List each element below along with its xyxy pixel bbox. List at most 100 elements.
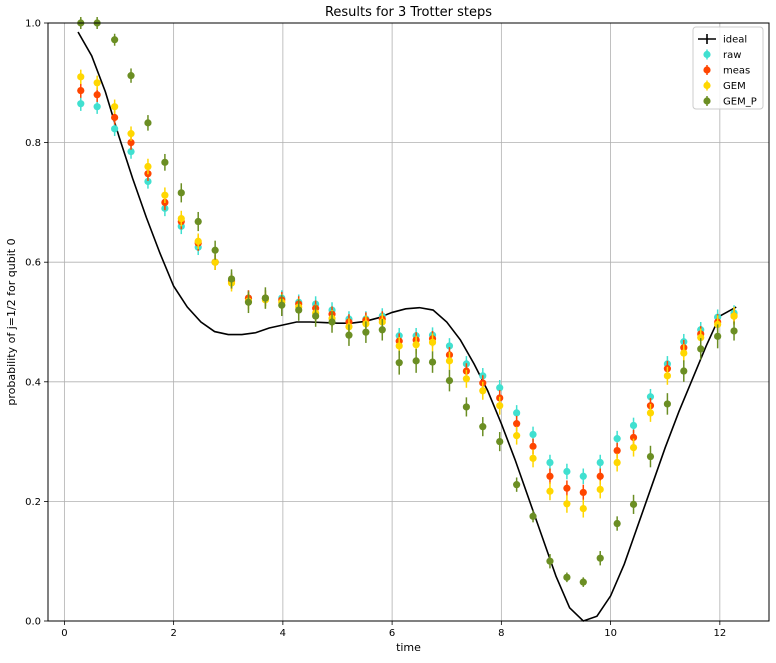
- data-point: [362, 328, 370, 336]
- legend-marker: [703, 97, 711, 105]
- x-tick-label: 8: [498, 628, 504, 639]
- data-point: [395, 342, 403, 350]
- legend-label: raw: [723, 50, 741, 61]
- legend-label: GEM_P: [723, 97, 757, 108]
- data-point: [227, 275, 236, 283]
- data-point: [546, 557, 554, 565]
- data-point: [479, 423, 487, 431]
- data-point: [144, 119, 152, 127]
- data-point: [194, 237, 202, 245]
- data-point: [546, 487, 554, 495]
- data-point: [445, 342, 454, 350]
- data-point: [93, 91, 101, 99]
- axis-ticks: 0 2 4 6 8 10 12 0.0 0.2 0.4 0.6 0.8 1.0: [25, 19, 726, 640]
- legend-box: [692, 26, 764, 110]
- data-point: [529, 512, 537, 520]
- y-tick-label: 1.0: [25, 19, 41, 30]
- data-point: [244, 298, 253, 306]
- y-tick-label: 0.6: [25, 258, 41, 269]
- data-point: [663, 400, 672, 408]
- data-point: [613, 519, 621, 528]
- legend-label: meas: [723, 66, 750, 77]
- legend-label: GEM: [723, 81, 746, 92]
- data-point: [613, 458, 621, 467]
- data-point: [77, 86, 85, 95]
- data-point: [579, 488, 587, 497]
- ideal-line: [77, 31, 737, 622]
- data-point: [513, 420, 521, 428]
- x-axis-label: time: [396, 641, 421, 654]
- data-point: [462, 375, 470, 383]
- data-point: [513, 481, 521, 489]
- data-point: [211, 246, 219, 254]
- legend-marker: [703, 81, 711, 90]
- y-axis-label: probability of j=1/2 for qubit 0: [5, 238, 18, 405]
- data-point: [412, 357, 420, 365]
- data-point: [579, 578, 587, 586]
- data-point: [596, 554, 604, 562]
- data-point: [546, 472, 554, 480]
- data-point: [663, 372, 672, 380]
- data-point: [563, 467, 571, 476]
- data-point: [596, 472, 604, 480]
- data-point: [646, 409, 655, 417]
- data-point: [730, 312, 738, 320]
- y-tick-label: 0.2: [25, 497, 41, 508]
- data-point: [144, 177, 152, 186]
- x-tick-label: 0: [61, 628, 67, 639]
- data-point: [646, 393, 655, 401]
- data-point: [529, 430, 537, 439]
- data-point: [629, 433, 638, 442]
- data-point: [714, 332, 722, 340]
- data-point: [144, 162, 152, 171]
- data-point: [697, 333, 705, 342]
- data-point: [378, 326, 386, 334]
- grid: [48, 22, 769, 622]
- data-point: [278, 301, 286, 309]
- data-point: [563, 484, 571, 492]
- data-point: [111, 36, 119, 44]
- data-point: [563, 573, 571, 581]
- data-point: [680, 349, 688, 357]
- data-point: [680, 367, 688, 375]
- data-point: [161, 191, 169, 199]
- ideal-series: [77, 31, 737, 622]
- data-point: [730, 327, 738, 335]
- data-point: [428, 338, 437, 346]
- data-point: [513, 409, 521, 417]
- data-point: [177, 214, 185, 223]
- data-point: [127, 139, 135, 147]
- data-point: [211, 258, 219, 266]
- data-point: [428, 358, 437, 366]
- data-point: [111, 125, 119, 133]
- data-point: [629, 443, 638, 452]
- data-point: [93, 103, 101, 111]
- data-point: [613, 435, 621, 443]
- legend-label: ideal: [723, 35, 747, 46]
- data-point: [395, 359, 403, 367]
- data-point: [529, 442, 537, 450]
- x-tick-label: 10: [604, 628, 617, 639]
- data-point: [496, 438, 504, 446]
- series-meas: [77, 83, 738, 501]
- y-tick-label: 0.4: [25, 377, 41, 388]
- data-point: [328, 318, 336, 326]
- data-point: [629, 500, 638, 508]
- data-point: [596, 485, 604, 494]
- data-point: [462, 403, 470, 411]
- data-point: [513, 432, 521, 440]
- data-point: [194, 217, 202, 226]
- legend-marker: [703, 66, 711, 74]
- data-point: [579, 504, 587, 513]
- data-point: [596, 458, 604, 467]
- data-point: [563, 500, 571, 508]
- x-tick-label: 6: [389, 628, 395, 639]
- series-gem-p: [77, 17, 738, 587]
- data-point: [496, 384, 504, 392]
- data-point: [496, 402, 504, 410]
- legend: ideal raw meas GEM GEM_P: [692, 26, 764, 110]
- data-point: [77, 73, 85, 81]
- data-point: [479, 387, 487, 395]
